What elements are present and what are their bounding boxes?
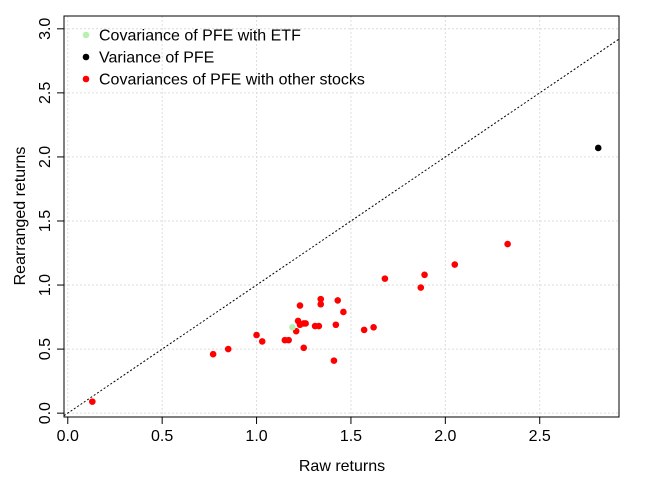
data-point — [360, 326, 368, 334]
x-tick-label: 0.5 — [151, 428, 173, 445]
data-point — [451, 261, 459, 268]
legend-label: Covariance of PFE with ETF — [99, 28, 301, 45]
data-point — [317, 300, 325, 308]
x-tick-label: 2.5 — [529, 428, 551, 445]
points-layer — [89, 144, 602, 405]
plot-frame — [63, 15, 620, 418]
data-point — [594, 144, 602, 152]
data-point — [417, 284, 425, 291]
data-point — [315, 322, 323, 330]
x-axis: 0.0 0.5 1.0 1.5 2.0 2.5 — [57, 417, 551, 445]
data-point — [253, 331, 260, 339]
data-point — [300, 344, 308, 352]
reference-line-layer — [63, 38, 620, 417]
legend-marker — [82, 53, 90, 61]
y-axis-title: Rearranged returns — [12, 147, 29, 286]
y-tick-label: 0.0 — [37, 402, 54, 424]
data-point — [421, 271, 428, 279]
data-point — [224, 345, 232, 353]
x-tick-label: 2.0 — [434, 428, 456, 445]
x-tick-label: 0.0 — [57, 428, 79, 445]
legend-label: Variance of PFE — [99, 50, 214, 67]
y-tick-label: 0.5 — [37, 338, 54, 360]
data-point — [330, 357, 338, 364]
data-point — [334, 297, 342, 304]
data-point — [370, 324, 377, 331]
y-tick-label: 2.0 — [37, 146, 54, 168]
legend: Covariance of PFE with ETF Variance of PF… — [82, 28, 365, 89]
data-point — [504, 240, 511, 248]
data-point — [302, 320, 309, 327]
data-point — [209, 350, 217, 358]
legend-label: Covariances of PFE with other stocks — [99, 72, 365, 89]
x-tick-label: 1.5 — [340, 428, 362, 445]
x-axis-title: Raw returns — [299, 458, 385, 475]
x-tick-label: 1.0 — [245, 428, 267, 445]
data-point — [340, 308, 347, 316]
data-point — [317, 295, 325, 303]
grid — [64, 16, 619, 417]
legend-marker — [82, 31, 90, 39]
data-point — [89, 398, 96, 405]
y-tick-label: 2.5 — [37, 82, 54, 104]
y-tick-label: 3.0 — [37, 18, 54, 40]
y-tick-label: 1.0 — [37, 274, 54, 296]
data-point — [381, 275, 389, 282]
data-point — [285, 336, 292, 344]
legend-marker — [82, 75, 90, 83]
data-point — [289, 324, 296, 331]
reference-line-y-equals-x — [63, 38, 620, 417]
data-point — [296, 302, 304, 309]
data-point — [332, 321, 340, 329]
data-point — [258, 338, 266, 345]
y-axis: 0.0 0.5 1.0 1.5 2.0 2.5 3.0 — [37, 18, 64, 424]
y-tick-label: 1.5 — [37, 210, 54, 232]
